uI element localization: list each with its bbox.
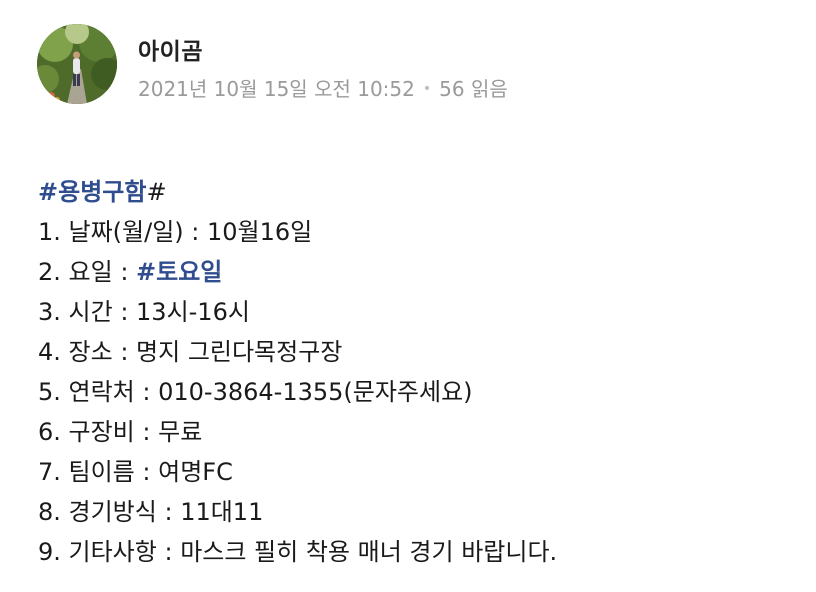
info-line-day-label: 2. 요일 : xyxy=(38,258,137,286)
info-line-team: 7. 팀이름 : 여명FC xyxy=(38,458,233,486)
view-count: 56 읽음 xyxy=(439,77,508,101)
hashtag-link[interactable]: #용병구함 xyxy=(38,178,147,206)
day-hashtag-link[interactable]: #토요일 xyxy=(136,258,223,286)
info-line-contact: 5. 연락처 : 010-3864-1355(문자주세요) xyxy=(38,378,473,406)
post-title-line: #용병구함# xyxy=(38,172,798,212)
author-name[interactable]: 아이곰 xyxy=(138,39,203,65)
post-body: #용병구함# 1. 날짜(월/일) : 10월16일 2. 요일 : #토요일 … xyxy=(38,172,798,572)
meta-separator: • xyxy=(422,81,432,97)
info-line-fee: 6. 구장비 : 무료 xyxy=(38,418,203,446)
post-meta: 2021년 10월 15일 오전 10:52 • 56 읽음 xyxy=(138,73,508,102)
info-line-date: 1. 날짜(월/일) : 10월16일 xyxy=(38,218,313,246)
info-line-day: 2. 요일 : #토요일 xyxy=(38,252,798,292)
info-line-notes: 9. 기타사항 : 마스크 필히 착용 매너 경기 바랍니다. xyxy=(38,538,558,566)
avatar[interactable] xyxy=(37,24,117,104)
info-line-place: 4. 장소 : 명지 그린다목정구장 xyxy=(38,338,343,366)
post-header: 아이곰 2021년 10월 15일 오전 10:52 • 56 읽음 xyxy=(37,24,797,104)
info-line-time: 3. 시간 : 13시-16시 xyxy=(38,298,250,326)
post-date: 2021년 10월 15일 오전 10:52 xyxy=(138,77,415,101)
title-suffix: # xyxy=(146,178,167,206)
info-line-format: 8. 경기방식 : 11대11 xyxy=(38,498,264,526)
